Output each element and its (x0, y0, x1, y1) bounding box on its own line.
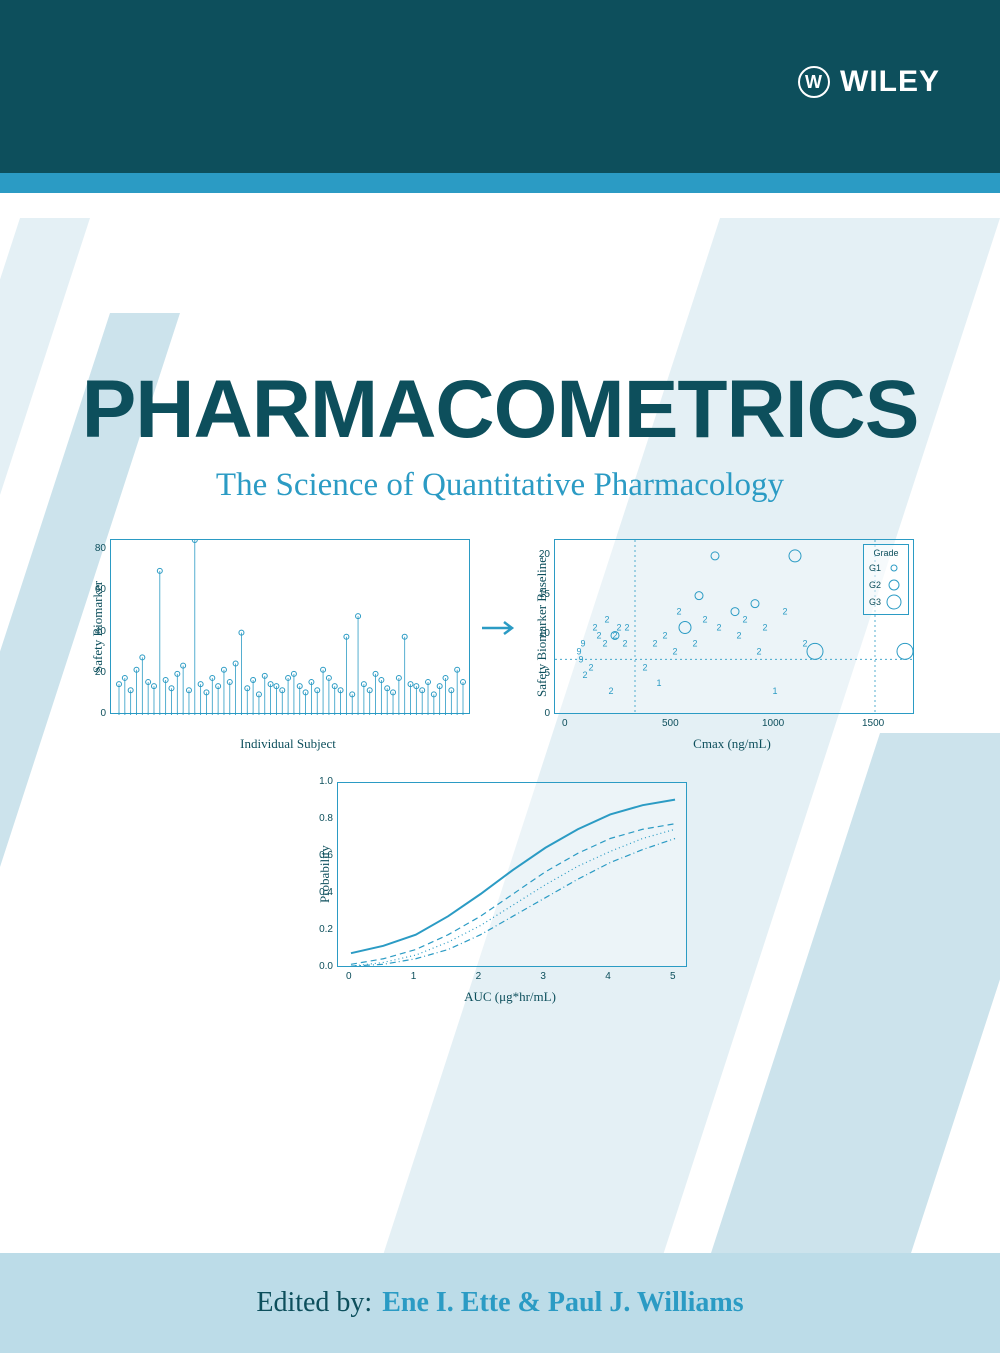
editor-names: Ene I. Ette & Paul J. Williams (382, 1287, 743, 1319)
svg-text:2: 2 (588, 662, 593, 672)
svg-text:1: 1 (656, 678, 661, 688)
chart3-plot (337, 782, 687, 967)
accent-band (0, 173, 1000, 193)
svg-text:2: 2 (616, 623, 621, 633)
chart2-plot: 999222222222222212222222222122 GradeG1G2… (554, 539, 914, 714)
wiley-logo-icon: W (798, 66, 830, 98)
book-subtitle: The Science of Quantitative Pharmacology (0, 467, 1000, 504)
svg-text:2: 2 (762, 623, 767, 633)
svg-text:2: 2 (662, 630, 667, 640)
chart3-wrap: Probability 0.00.20.40.60.81.0 012345 AU… (0, 782, 1000, 1005)
chart2-wrap: Safety Biomarker Baseline 99922222222222… (530, 539, 914, 752)
svg-text:2: 2 (716, 623, 721, 633)
svg-text:2: 2 (652, 638, 657, 648)
svg-text:1: 1 (772, 686, 777, 696)
svg-text:2: 2 (676, 607, 681, 617)
editor-label: Edited by: (256, 1287, 372, 1319)
publisher-name: WILEY (840, 65, 940, 99)
svg-text:9: 9 (580, 638, 585, 648)
chart2-x-label: Cmax (ng/mL) (550, 736, 914, 752)
svg-text:2: 2 (802, 638, 807, 648)
svg-text:2: 2 (642, 662, 647, 672)
chart2-y-label: Safety Biomarker Baseline (530, 539, 554, 714)
svg-text:2: 2 (782, 607, 787, 617)
main-content: PHARMACOMETRICS The Science of Quantitat… (0, 193, 1000, 1253)
title-block: PHARMACOMETRICS The Science of Quantitat… (0, 193, 1000, 504)
chart1-plot (110, 539, 470, 714)
book-title: PHARMACOMETRICS (0, 363, 1000, 457)
svg-text:2: 2 (742, 615, 747, 625)
svg-text:2: 2 (622, 638, 627, 648)
svg-text:2: 2 (692, 638, 697, 648)
svg-text:2: 2 (596, 630, 601, 640)
svg-text:9: 9 (578, 654, 583, 664)
chart3-x-label: AUC (μg*hr/mL) (333, 989, 687, 1005)
chart1-wrap: Safety Biomarker 020406080 Individual Su… (86, 539, 470, 752)
svg-text:2: 2 (602, 638, 607, 648)
svg-text:2: 2 (756, 646, 761, 656)
chart3-y-label: Probability (313, 782, 337, 967)
svg-text:2: 2 (608, 686, 613, 696)
publisher-logo: W WILEY (798, 65, 940, 99)
chart2-legend: GradeG1G2G3 (863, 544, 909, 615)
svg-text:2: 2 (604, 615, 609, 625)
arrow-icon (480, 618, 520, 643)
svg-text:2: 2 (624, 623, 629, 633)
svg-text:2: 2 (672, 646, 677, 656)
svg-text:2: 2 (736, 630, 741, 640)
charts-row: Safety Biomarker 020406080 Individual Su… (0, 539, 1000, 752)
svg-text:2: 2 (582, 670, 587, 680)
footer-band: Edited by: Ene I. Ette & Paul J. William… (0, 1253, 1000, 1353)
header-band: W WILEY (0, 0, 1000, 173)
svg-text:2: 2 (702, 615, 707, 625)
chart1-x-label: Individual Subject (106, 736, 470, 752)
